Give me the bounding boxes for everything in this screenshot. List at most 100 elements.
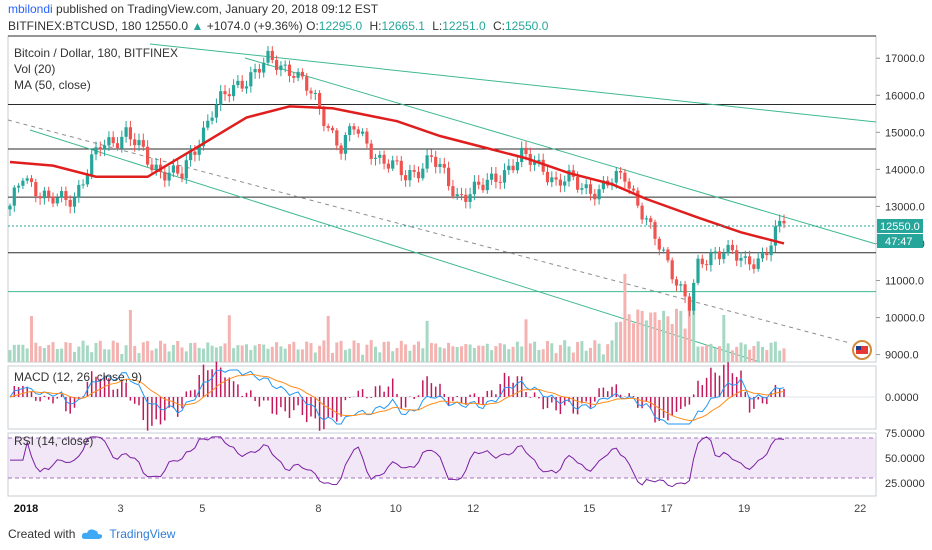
volume-bar	[705, 344, 709, 362]
candle	[593, 189, 597, 206]
volume-bar	[98, 340, 102, 362]
candle	[472, 175, 476, 201]
volume-bar	[614, 322, 618, 362]
volume-bar	[374, 346, 377, 362]
candle	[554, 171, 558, 186]
volume-bar	[120, 353, 124, 362]
candle	[111, 131, 115, 148]
candle	[765, 247, 769, 261]
time-tick-label: 10	[390, 503, 402, 515]
time-axis: 2018 3 5 8 10 12 15 17 19 22	[14, 503, 867, 515]
volume-bar	[722, 315, 726, 362]
volume-bar	[305, 341, 309, 362]
volume-bar	[442, 348, 446, 362]
candle	[184, 153, 188, 184]
candle	[257, 63, 261, 79]
volume-bar	[331, 352, 334, 362]
candle	[588, 179, 593, 201]
candle	[378, 150, 382, 165]
volume-bar	[653, 312, 657, 362]
candle	[21, 177, 25, 190]
candle	[369, 139, 373, 165]
volume-bar	[558, 345, 562, 362]
candle	[8, 203, 12, 217]
volume-bar	[627, 314, 631, 362]
volume-bar	[339, 340, 343, 362]
ohlc-key-1: H:	[366, 19, 382, 33]
candle	[662, 247, 666, 254]
candle	[25, 175, 29, 184]
candle	[709, 248, 713, 272]
macd-tick-zero: 0.0000	[885, 392, 919, 404]
candle	[537, 153, 541, 167]
volume-bar	[743, 344, 747, 362]
candle	[653, 219, 657, 246]
candle	[42, 186, 46, 205]
volume-bar	[662, 310, 666, 362]
volume-bar	[137, 353, 141, 362]
candle	[150, 157, 154, 175]
candle	[657, 236, 661, 256]
volume-bar	[94, 343, 98, 362]
volume-bar	[214, 347, 218, 362]
volume-bar	[318, 345, 322, 362]
author-link[interactable]: mbilondi	[8, 2, 53, 16]
volume-bar	[12, 344, 16, 362]
volume-bar	[128, 310, 132, 362]
volume-bar	[206, 342, 210, 362]
volume-bar	[103, 349, 107, 362]
candle	[713, 246, 717, 260]
candle	[361, 128, 365, 137]
candle	[146, 140, 150, 167]
candle	[137, 133, 141, 151]
candle	[447, 161, 451, 191]
price-axis: 17000.016000.015000.014000.013000.012000…	[876, 53, 925, 362]
volume-bar	[610, 340, 614, 362]
macd-signal-line	[9, 373, 785, 422]
candle	[77, 179, 81, 203]
rsi-band	[8, 438, 876, 478]
volume-bar	[657, 319, 661, 362]
candle	[404, 170, 408, 187]
volume-bar	[64, 342, 68, 362]
volume-bar	[584, 350, 588, 362]
candle	[438, 157, 442, 174]
candle	[451, 179, 455, 199]
candle	[666, 246, 670, 263]
volume-bar	[528, 343, 532, 362]
volume-bar	[468, 344, 472, 362]
tradingview-brand[interactable]: TradingView	[109, 527, 176, 541]
rsi-tick-50: 50.0000	[885, 453, 925, 465]
main-legend-title: Bitcoin / Dollar, 180, BITFINEX	[14, 46, 178, 60]
volume-bar	[240, 345, 244, 362]
volume-bar	[537, 350, 541, 362]
volume-bar	[765, 350, 769, 362]
candle	[38, 192, 42, 205]
volume-bar	[541, 349, 545, 362]
candle	[722, 248, 726, 264]
ohlc-value-1: 12665.1	[381, 19, 425, 33]
candle	[94, 141, 98, 161]
volume-bar	[597, 343, 601, 362]
candle	[244, 80, 249, 94]
volume-bar	[571, 352, 575, 362]
candle	[29, 175, 34, 187]
candle	[636, 187, 640, 209]
candle	[305, 73, 309, 96]
candle	[12, 185, 16, 212]
volume-bar	[219, 346, 223, 362]
volume-bar	[116, 342, 119, 362]
volume-bar	[700, 346, 704, 362]
volume-bar	[438, 347, 442, 362]
volume-bar	[395, 347, 399, 362]
candle	[726, 239, 730, 256]
price-tick-label: 13000.0	[885, 201, 925, 213]
volume-bar	[485, 343, 489, 362]
volume-bar	[632, 323, 635, 362]
countdown-badge-bg	[877, 234, 923, 248]
volume-bar	[460, 346, 463, 362]
candle	[743, 250, 747, 265]
candle	[674, 276, 679, 292]
candle	[214, 98, 218, 123]
volume-bar	[601, 354, 605, 362]
